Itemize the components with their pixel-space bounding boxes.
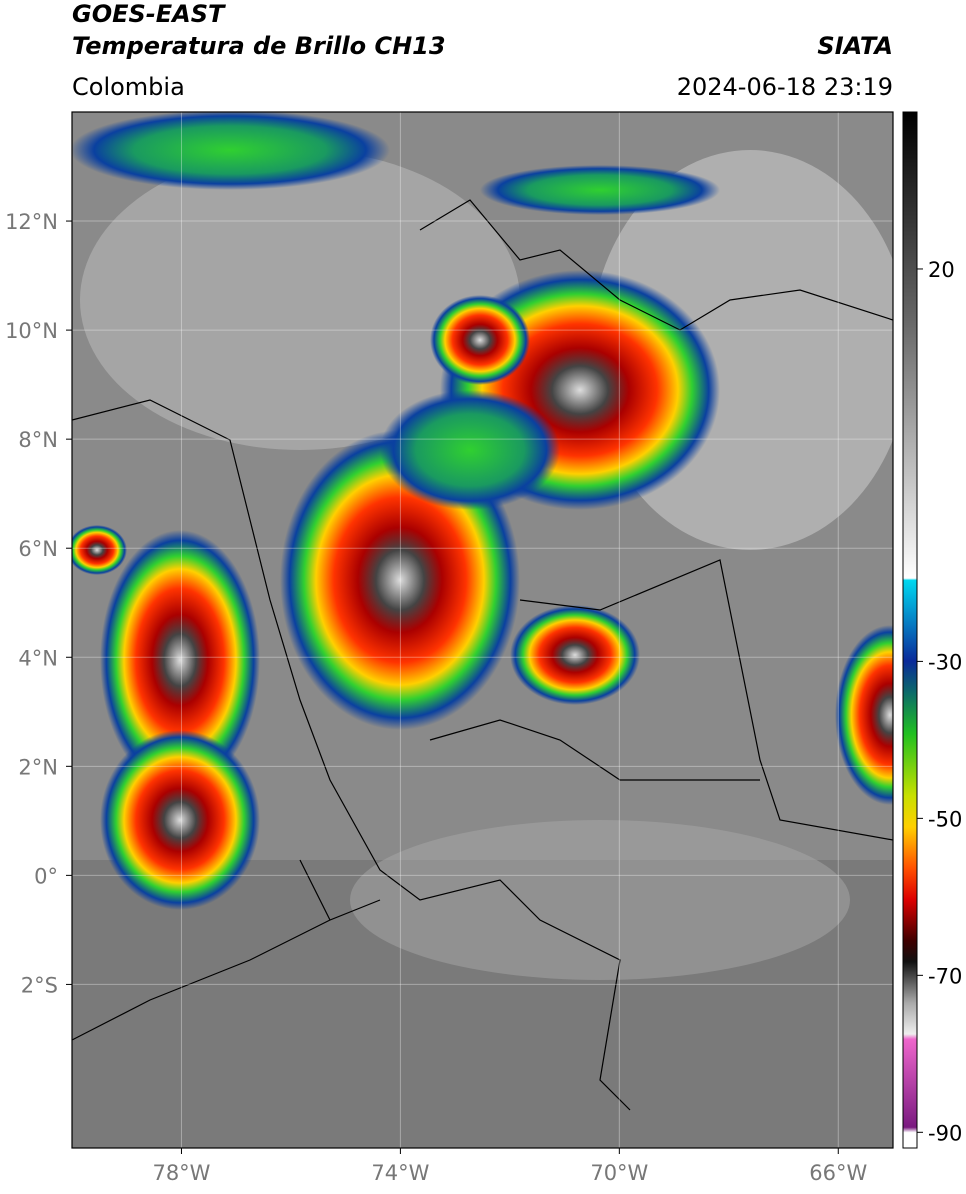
satellite-image — [72, 112, 893, 1148]
colorbar-label: -90 — [928, 1121, 962, 1145]
title: GOES-EAST — [72, 0, 226, 28]
datetime: 2024-06-18 23:19 — [677, 73, 893, 101]
region: Colombia — [72, 73, 185, 101]
colorbar-label: -50 — [928, 807, 962, 831]
colorbar-label: 20 — [928, 258, 955, 282]
y-tick-label: 12°N — [5, 210, 58, 234]
x-tick-label: 66°W — [809, 1161, 867, 1185]
map-frame — [71, 111, 894, 1149]
y-tick-label: 8°N — [18, 428, 58, 452]
y-tick-label: 4°N — [18, 646, 58, 670]
y-tick-label: 6°N — [18, 537, 58, 561]
y-tick-label: 2°S — [21, 973, 58, 997]
y-tick-label: 10°N — [5, 319, 58, 343]
y-tick-label: 0° — [34, 864, 58, 888]
source: SIATA — [817, 32, 893, 60]
y-tick-label: 2°N — [18, 755, 58, 779]
x-tick-label: 74°W — [371, 1161, 429, 1185]
colorbar-label: -30 — [928, 650, 962, 674]
subtitle: Temperatura de Brillo CH13 — [72, 32, 446, 60]
colorbar — [902, 111, 918, 1149]
x-tick-label: 78°W — [152, 1161, 210, 1185]
x-tick-label: 70°W — [590, 1161, 648, 1185]
colorbar-label: -70 — [928, 964, 962, 988]
